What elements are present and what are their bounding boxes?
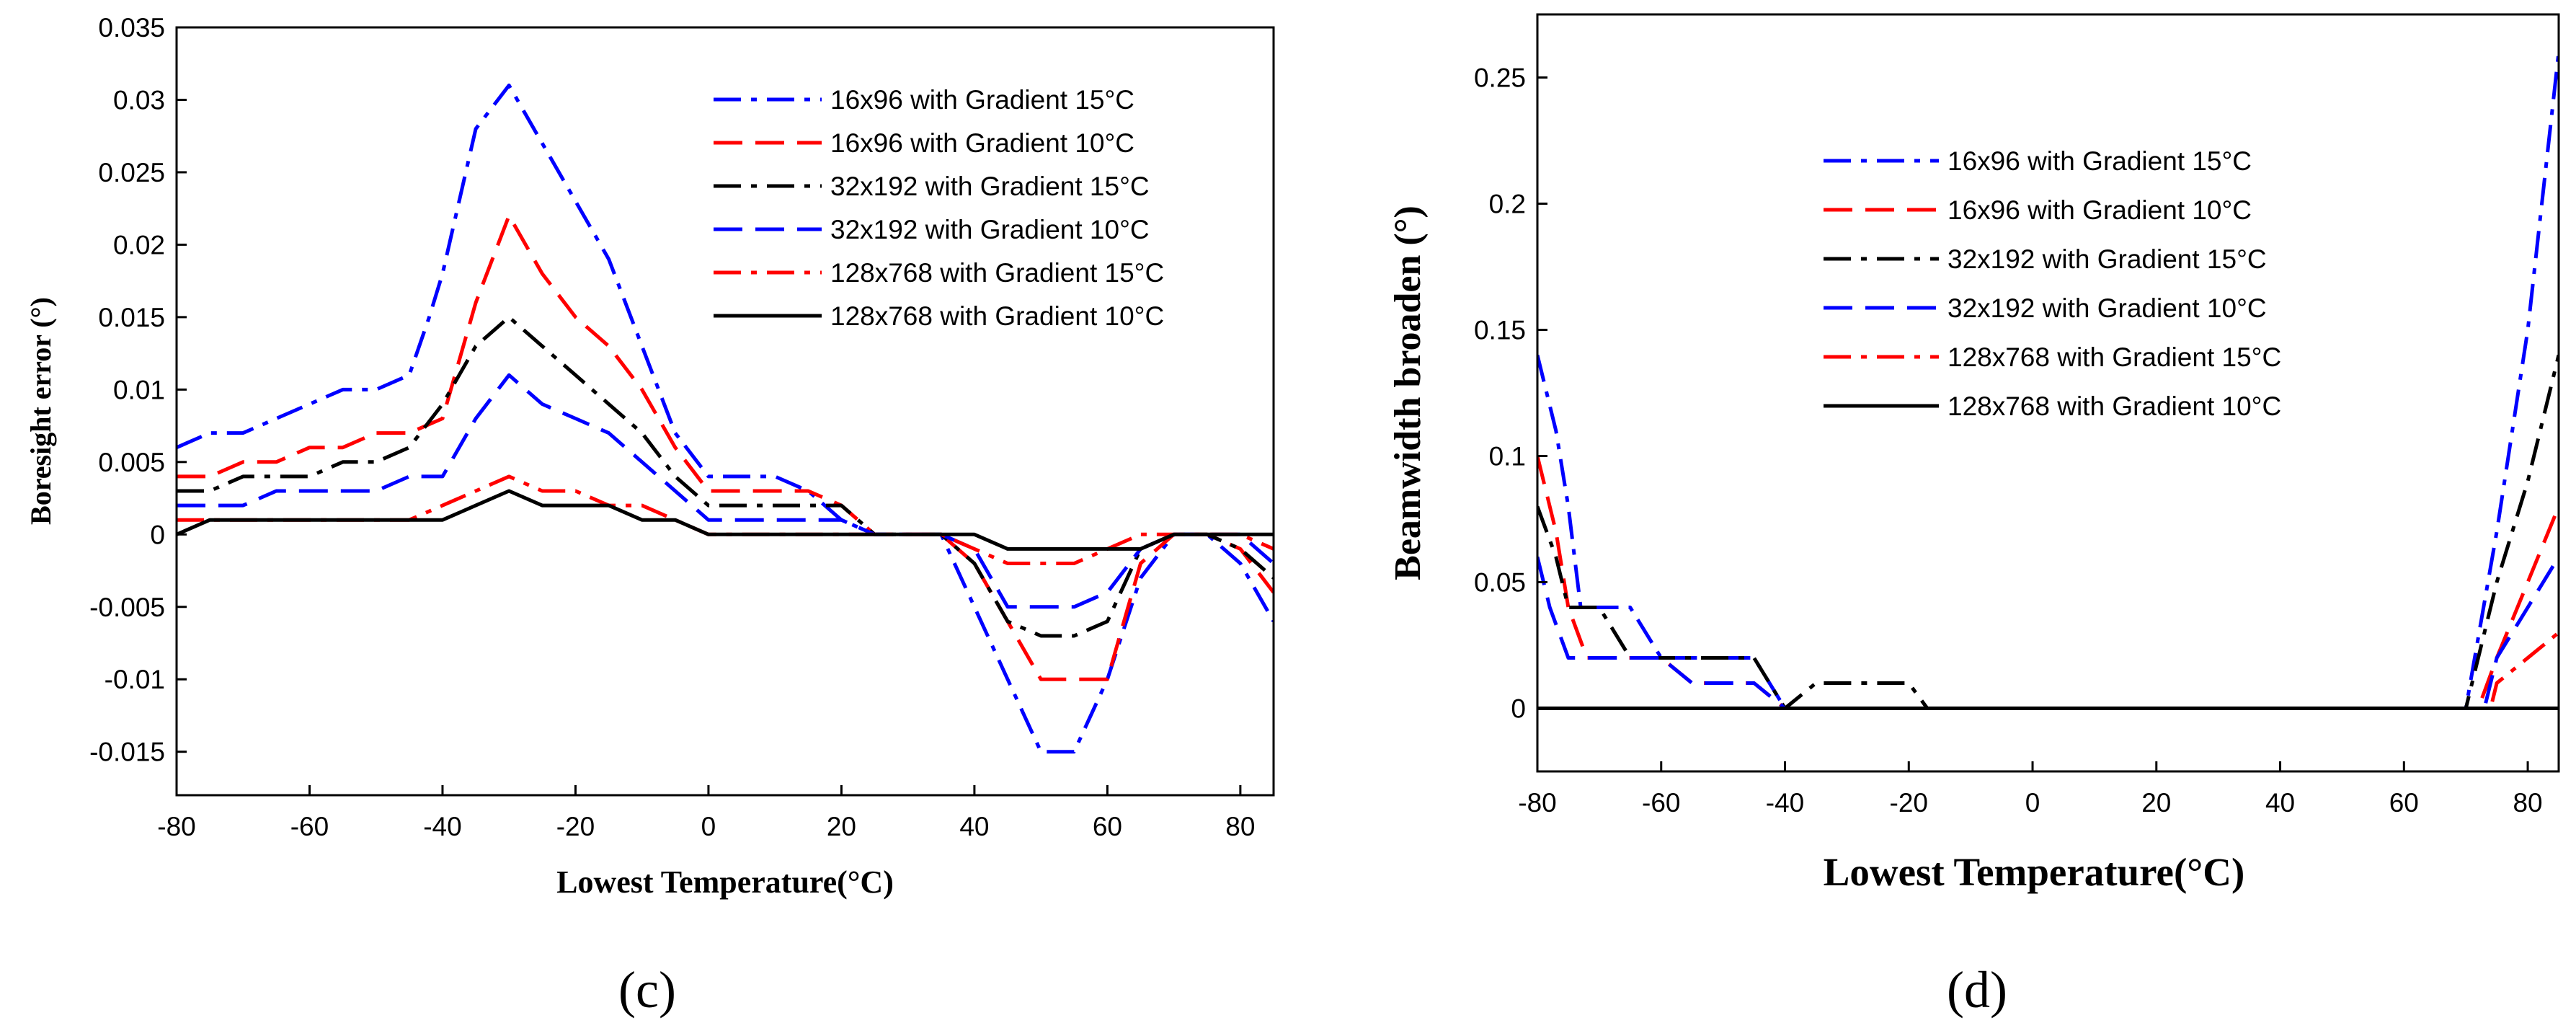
panel-c-series-line-3	[177, 315, 1274, 638]
panel-d-legend-label-3: 32x192 with Gradient 15°C	[1947, 244, 2267, 274]
panel-c-y-tick-label: 0	[150, 520, 165, 549]
panel-c-x-ticks: -80 -60 -40 -20 0 20 40 60 80	[157, 785, 1255, 841]
panel-c-legend: 16x96 with Gradient 15°C 16x96 with Gradi…	[714, 85, 1164, 331]
panel-d-legend-label-6: 128x768 with Gradient 10°C	[1947, 391, 2281, 421]
panel-d-y-tick-label: 0	[1511, 694, 1526, 724]
panel-d-series	[1537, 52, 2559, 710]
panel-c-y-tick-label: 0.025	[98, 158, 165, 187]
panel-c-series-line-6	[177, 489, 1274, 551]
panel-c-legend-label-1: 16x96 with Gradient 15°C	[830, 85, 1134, 115]
panel-c-x-tick-label: 0	[701, 812, 716, 841]
panel-d-series-line-5	[1537, 631, 2559, 710]
panel-c-y-tick-label: 0.035	[98, 13, 165, 43]
panel-c-series-line-2	[177, 213, 1274, 681]
panel-c-y-tick-label: -0.005	[89, 593, 165, 622]
panel-d-y-tick-label: 0.25	[1474, 63, 1526, 93]
panel-c-legend-label-4: 32x192 with Gradient 10°C	[830, 215, 1150, 244]
panel-c: -80 -60 -40 -20 0 20 40 60 80 -0.015 -0.01 -0.005 0…	[25, 13, 1275, 1019]
panel-d-x-tick-label: 20	[2141, 788, 2171, 818]
panel-d-x-tick-label: -40	[1766, 788, 1804, 818]
panel-d-x-tick-label: 60	[2389, 788, 2419, 818]
panel-d-x-tick-label: 80	[2513, 788, 2542, 818]
panel-d-x-tick-label: -80	[1518, 788, 1556, 818]
panel-d-axes-box	[1536, 13, 2560, 773]
panel-c-y-tick-label: 0.005	[98, 448, 165, 477]
panel-c-caption: (c)	[618, 961, 676, 1019]
panel-d-x-tick-label: -20	[1890, 788, 1928, 818]
panel-d: -80 -60 -40 -20 0 20 40 60 80 0 0.05 0.1 0.15 0.2 0.2…	[1387, 13, 2560, 1019]
panel-d-legend-label-5: 128x768 with Gradient 15°C	[1947, 342, 2281, 372]
panel-d-y-tick-label: 0.1	[1489, 442, 1526, 471]
panel-c-series-line-4	[177, 373, 1274, 609]
panel-c-y-tick-label: 0.01	[113, 375, 165, 404]
panel-d-y-tick-label: 0.2	[1489, 190, 1526, 219]
panel-c-y-tick-label: 0.015	[98, 303, 165, 332]
panel-d-legend: 16x96 with Gradient 15°C 16x96 with Gradi…	[1824, 146, 2281, 421]
panel-c-x-tick-label: -40	[423, 812, 461, 841]
panel-d-y-ticks: 0 0.05 0.1 0.15 0.2 0.25	[1474, 63, 1547, 724]
panel-c-y-tick-label: -0.015	[89, 738, 165, 767]
panel-c-y-tick-label: 0.03	[113, 85, 165, 115]
panel-c-y-ticks: -0.015 -0.01 -0.005 0 0.005 0.01 0.015 0.02 0.02…	[89, 13, 187, 767]
panel-c-y-tick-label: 0.02	[113, 230, 165, 260]
panel-c-x-tick-label: 20	[827, 812, 856, 841]
panel-d-caption: (d)	[1947, 961, 2007, 1019]
panel-c-x-tick-label: -20	[556, 812, 595, 841]
panel-c-x-tick-label: 80	[1225, 812, 1255, 841]
panel-c-axes-box	[175, 26, 1275, 797]
panel-c-legend-label-3: 32x192 with Gradient 15°C	[830, 172, 1150, 201]
panel-c-legend-label-6: 128x768 with Gradient 10°C	[830, 301, 1164, 331]
panel-d-y-tick-label: 0.05	[1474, 568, 1526, 598]
panel-d-x-tick-label: 0	[2025, 788, 2040, 818]
panel-d-legend-label-2: 16x96 with Gradient 10°C	[1947, 195, 2252, 225]
panel-d-legend-label-1: 16x96 with Gradient 15°C	[1947, 146, 2252, 176]
panel-c-y-tick-label: -0.01	[105, 665, 165, 694]
panel-d-x-tick-label: 40	[2265, 788, 2295, 818]
panel-c-x-axis-label: Lowest Temperature(°C)	[556, 864, 894, 900]
panel-c-series	[177, 83, 1274, 754]
panel-c-legend-label-2: 16x96 with Gradient 10°C	[830, 128, 1134, 158]
panel-d-legend-label-4: 32x192 with Gradient 10°C	[1947, 293, 2267, 323]
panel-c-x-tick-label: 60	[1093, 812, 1122, 841]
panel-c-legend-label-5: 128x768 with Gradient 15°C	[830, 258, 1164, 288]
panel-d-x-ticks: -80 -60 -40 -20 0 20 40 60 80	[1518, 761, 2543, 818]
panel-d-y-tick-label: 0.15	[1474, 316, 1526, 345]
panel-d-y-axis-label: Beamwidth broaden (°)	[1387, 205, 1429, 580]
panel-c-y-axis-label: Boresight error (°)	[25, 297, 57, 525]
panel-c-series-line-1	[177, 83, 1274, 754]
panel-d-x-tick-label: -60	[1642, 788, 1680, 818]
panel-c-x-tick-label: -80	[157, 812, 195, 841]
panel-c-x-tick-label: -60	[290, 812, 329, 841]
panel-c-x-tick-label: 40	[959, 812, 989, 841]
panel-d-x-axis-label: Lowest Temperature(°C)	[1824, 850, 2245, 894]
